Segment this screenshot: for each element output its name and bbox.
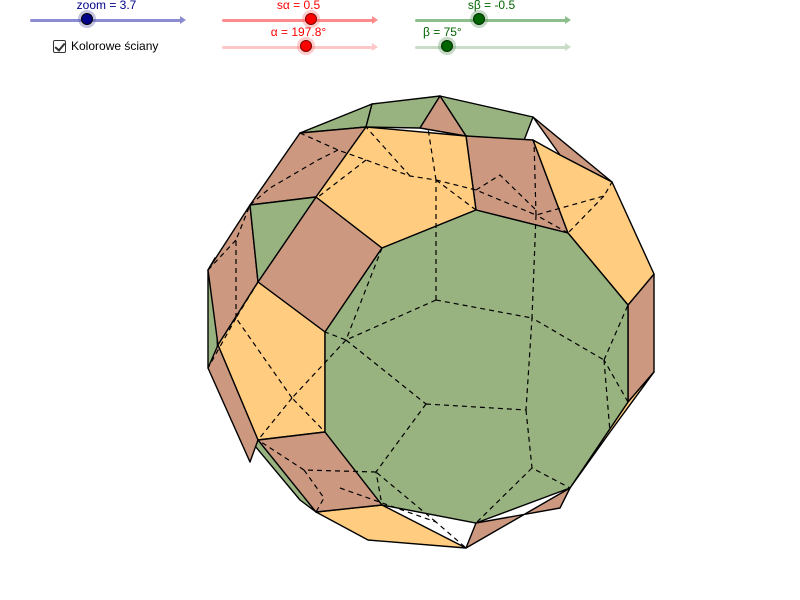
s-alpha-arrow-icon (372, 16, 378, 24)
s-beta-track[interactable] (415, 19, 568, 22)
checkbox-checked-icon[interactable] (53, 39, 66, 53)
face-square (465, 487, 571, 549)
zoom-label: zoom = 3.7 (76, 0, 137, 12)
s-alpha-knob[interactable] (305, 13, 317, 25)
s-alpha-track[interactable] (222, 19, 375, 22)
beta-knob[interactable] (441, 40, 453, 52)
s-beta-slider[interactable]: sβ = -0.5 (415, 0, 571, 40)
beta-track[interactable] (415, 46, 568, 49)
zoom-slider[interactable]: zoom = 3.7 (30, 0, 186, 40)
alpha-slider[interactable]: α = 197.8° (222, 25, 378, 67)
colored-faces-checkbox[interactable]: Kolorowe ściany (53, 38, 158, 54)
s-alpha-slider[interactable]: sα = 0.5 (222, 0, 378, 40)
alpha-arrow-icon (372, 43, 378, 51)
s-beta-knob[interactable] (473, 13, 485, 25)
face-square (419, 95, 467, 137)
beta-slider[interactable]: β = 75° (415, 25, 571, 67)
zoom-track[interactable] (30, 19, 183, 22)
s-beta-label: sβ = -0.5 (467, 0, 516, 12)
alpha-label: α = 197.8° (270, 25, 327, 39)
beta-label: β = 75° (423, 25, 462, 39)
s-alpha-label: sα = 0.5 (276, 0, 321, 12)
polyhedron (207, 95, 655, 549)
beta-arrow-icon (565, 43, 571, 51)
alpha-track[interactable] (222, 46, 375, 49)
s-beta-arrow-icon (565, 16, 571, 24)
colored-faces-label: Kolorowe ściany (71, 39, 159, 53)
zoom-arrow-icon (180, 16, 186, 24)
face-triangle (249, 196, 317, 283)
zoom-knob[interactable] (81, 13, 93, 25)
alpha-knob[interactable] (300, 40, 312, 52)
hidden-edges (207, 126, 629, 549)
